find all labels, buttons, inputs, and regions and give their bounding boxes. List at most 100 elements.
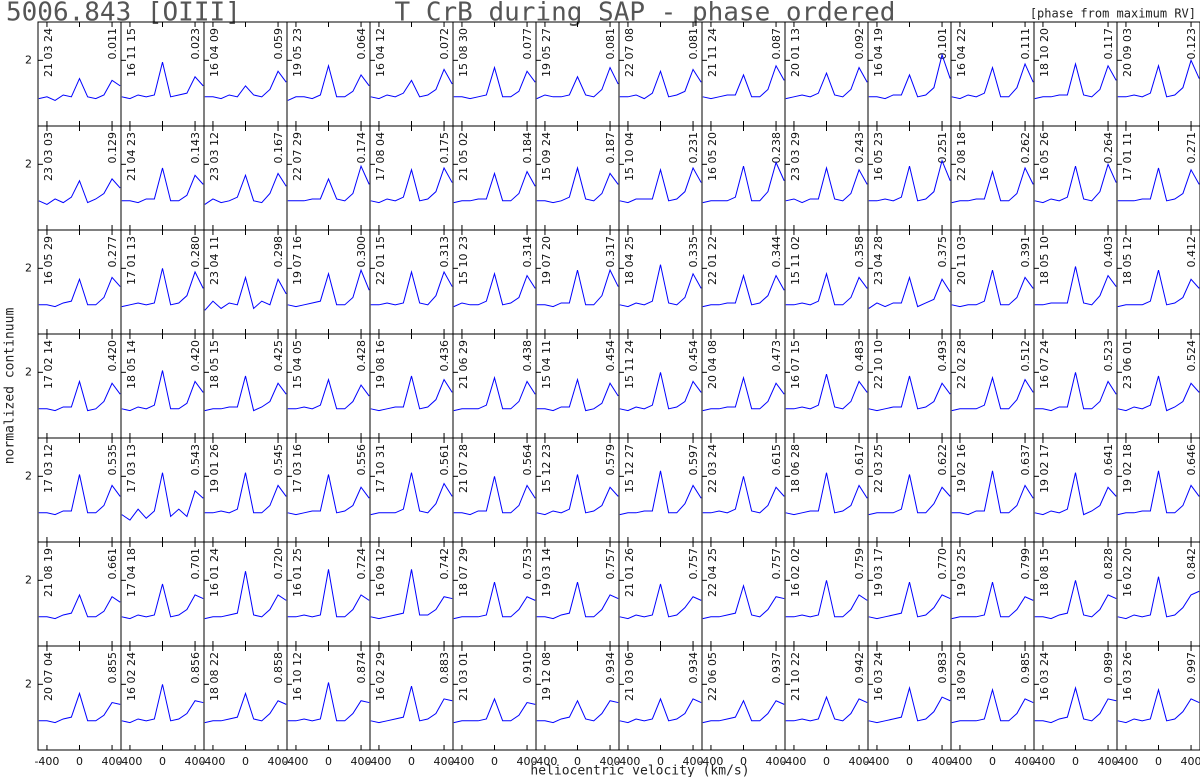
x-tick-label: 0 xyxy=(1155,755,1162,768)
x-tick-label: 400 xyxy=(1015,755,1036,768)
date-label: 23 03 29 xyxy=(789,132,802,181)
date-label: 16 05 26 xyxy=(1038,132,1051,181)
x-tick-label: -400 xyxy=(864,755,889,768)
phase-label: 0.428 xyxy=(355,340,368,372)
date-label: 18 08 22 xyxy=(208,652,221,701)
y-tick-label: 2 xyxy=(25,677,32,690)
date-label: 16 03 24 xyxy=(872,652,885,701)
date-label: 21 03 01 xyxy=(457,652,470,701)
phase-label: 0.942 xyxy=(853,652,866,684)
spectrum xyxy=(868,159,951,202)
x-tick-label: -400 xyxy=(1030,755,1055,768)
phase-label: 0.493 xyxy=(936,340,949,372)
spectrum xyxy=(453,582,536,620)
spectrum xyxy=(536,699,619,724)
phase-label: 0.910 xyxy=(521,652,534,684)
spectrum xyxy=(619,264,702,308)
spectrum xyxy=(1034,472,1117,516)
date-label: 19 05 27 xyxy=(540,28,553,77)
date-label: 22 02 28 xyxy=(955,340,968,389)
x-tick-label: 0 xyxy=(159,755,166,768)
phase-label: 0.129 xyxy=(106,132,119,164)
date-label: 18 05 12 xyxy=(1121,236,1134,285)
phase-label: 0.300 xyxy=(355,236,368,268)
phase-label: 0.117 xyxy=(1102,28,1115,60)
y-tick-label: 2 xyxy=(25,157,32,170)
phase-label: 0.231 xyxy=(687,132,700,164)
phase-label: 0.335 xyxy=(687,236,700,268)
phase-label: 0.842 xyxy=(1185,548,1198,580)
phase-label: 0.545 xyxy=(272,444,285,476)
date-label: 23 03 12 xyxy=(208,132,221,181)
phase-label: 0.238 xyxy=(770,132,783,164)
phase-label: 0.313 xyxy=(438,236,451,268)
phase-label: 0.314 xyxy=(521,236,534,268)
spectrum xyxy=(370,569,453,620)
x-tick-label: -400 xyxy=(698,755,723,768)
phase-label: 0.454 xyxy=(604,340,617,372)
spectrum xyxy=(121,62,204,100)
spectrum xyxy=(1034,162,1117,204)
date-label: 23 04 11 xyxy=(208,236,221,285)
spectrum xyxy=(453,476,536,516)
date-label: 21 01 26 xyxy=(623,548,636,597)
date-label: 16 05 29 xyxy=(42,236,55,285)
phase-label: 0.535 xyxy=(106,444,119,476)
spectrum xyxy=(38,77,121,102)
date-label: 19 05 23 xyxy=(291,28,304,77)
phase-label: 0.454 xyxy=(687,340,700,372)
y-tick-label: 2 xyxy=(25,573,32,586)
date-label: 15 10 04 xyxy=(623,132,636,181)
y-axis-label: normalized continuum xyxy=(3,308,18,465)
date-label: 17 03 12 xyxy=(42,444,55,493)
x-tick-label: -400 xyxy=(200,755,225,768)
date-label: 16 07 15 xyxy=(789,340,802,389)
date-label: 22 08 18 xyxy=(955,132,968,181)
spectrum xyxy=(951,270,1034,308)
phase-label: 0.425 xyxy=(272,340,285,372)
spectrum xyxy=(868,53,951,100)
phase-label: 0.757 xyxy=(770,548,783,580)
date-label: 20 01 13 xyxy=(789,28,802,77)
date-label: 23 04 28 xyxy=(872,236,885,285)
date-label: 19 07 16 xyxy=(291,236,304,285)
x-tick-label: 0 xyxy=(1072,755,1079,768)
spectrum xyxy=(1034,372,1117,412)
date-label: 18 07 29 xyxy=(457,548,470,597)
phase-label: 0.701 xyxy=(189,548,202,580)
phase-label: 0.064 xyxy=(355,28,368,60)
phase-label: 0.375 xyxy=(936,236,949,268)
date-label: 20 04 08 xyxy=(706,340,719,389)
date-label: 19 12 08 xyxy=(540,652,553,701)
spectrum xyxy=(785,374,868,410)
spectrum xyxy=(785,271,868,306)
x-axis-label: heliocentric velocity (km/s) xyxy=(530,764,749,778)
spectrum xyxy=(536,377,619,412)
phase-label: 0.934 xyxy=(687,652,700,684)
spectrum xyxy=(370,166,453,204)
spectrum xyxy=(536,268,619,308)
x-tick-label: 400 xyxy=(434,755,455,768)
date-label: 16 01 25 xyxy=(291,548,304,597)
spectrum xyxy=(1117,470,1200,516)
phase-label: 0.436 xyxy=(438,340,451,372)
date-label: 17 01 13 xyxy=(125,236,138,285)
phase-label: 0.344 xyxy=(770,236,783,268)
phase-label: 0.579 xyxy=(604,444,617,476)
phase-label: 0.874 xyxy=(355,652,368,684)
spectrum xyxy=(204,691,287,724)
phase-label: 0.720 xyxy=(272,548,285,580)
date-label: 16 05 23 xyxy=(872,132,885,181)
spectrum xyxy=(1117,375,1200,412)
phase-label: 0.143 xyxy=(189,132,202,164)
phase-label: 0.011 xyxy=(106,28,119,60)
phase-label: 0.742 xyxy=(438,548,451,580)
date-label: 15 04 11 xyxy=(540,340,553,389)
spectrum xyxy=(785,165,868,204)
date-label: 16 07 24 xyxy=(1038,340,1051,389)
phase-label: 0.081 xyxy=(604,28,617,60)
phase-label: 0.617 xyxy=(853,444,866,476)
phase-label: 0.724 xyxy=(355,548,368,580)
y-tick-label: 2 xyxy=(25,261,32,274)
date-label: 16 09 12 xyxy=(374,548,387,597)
